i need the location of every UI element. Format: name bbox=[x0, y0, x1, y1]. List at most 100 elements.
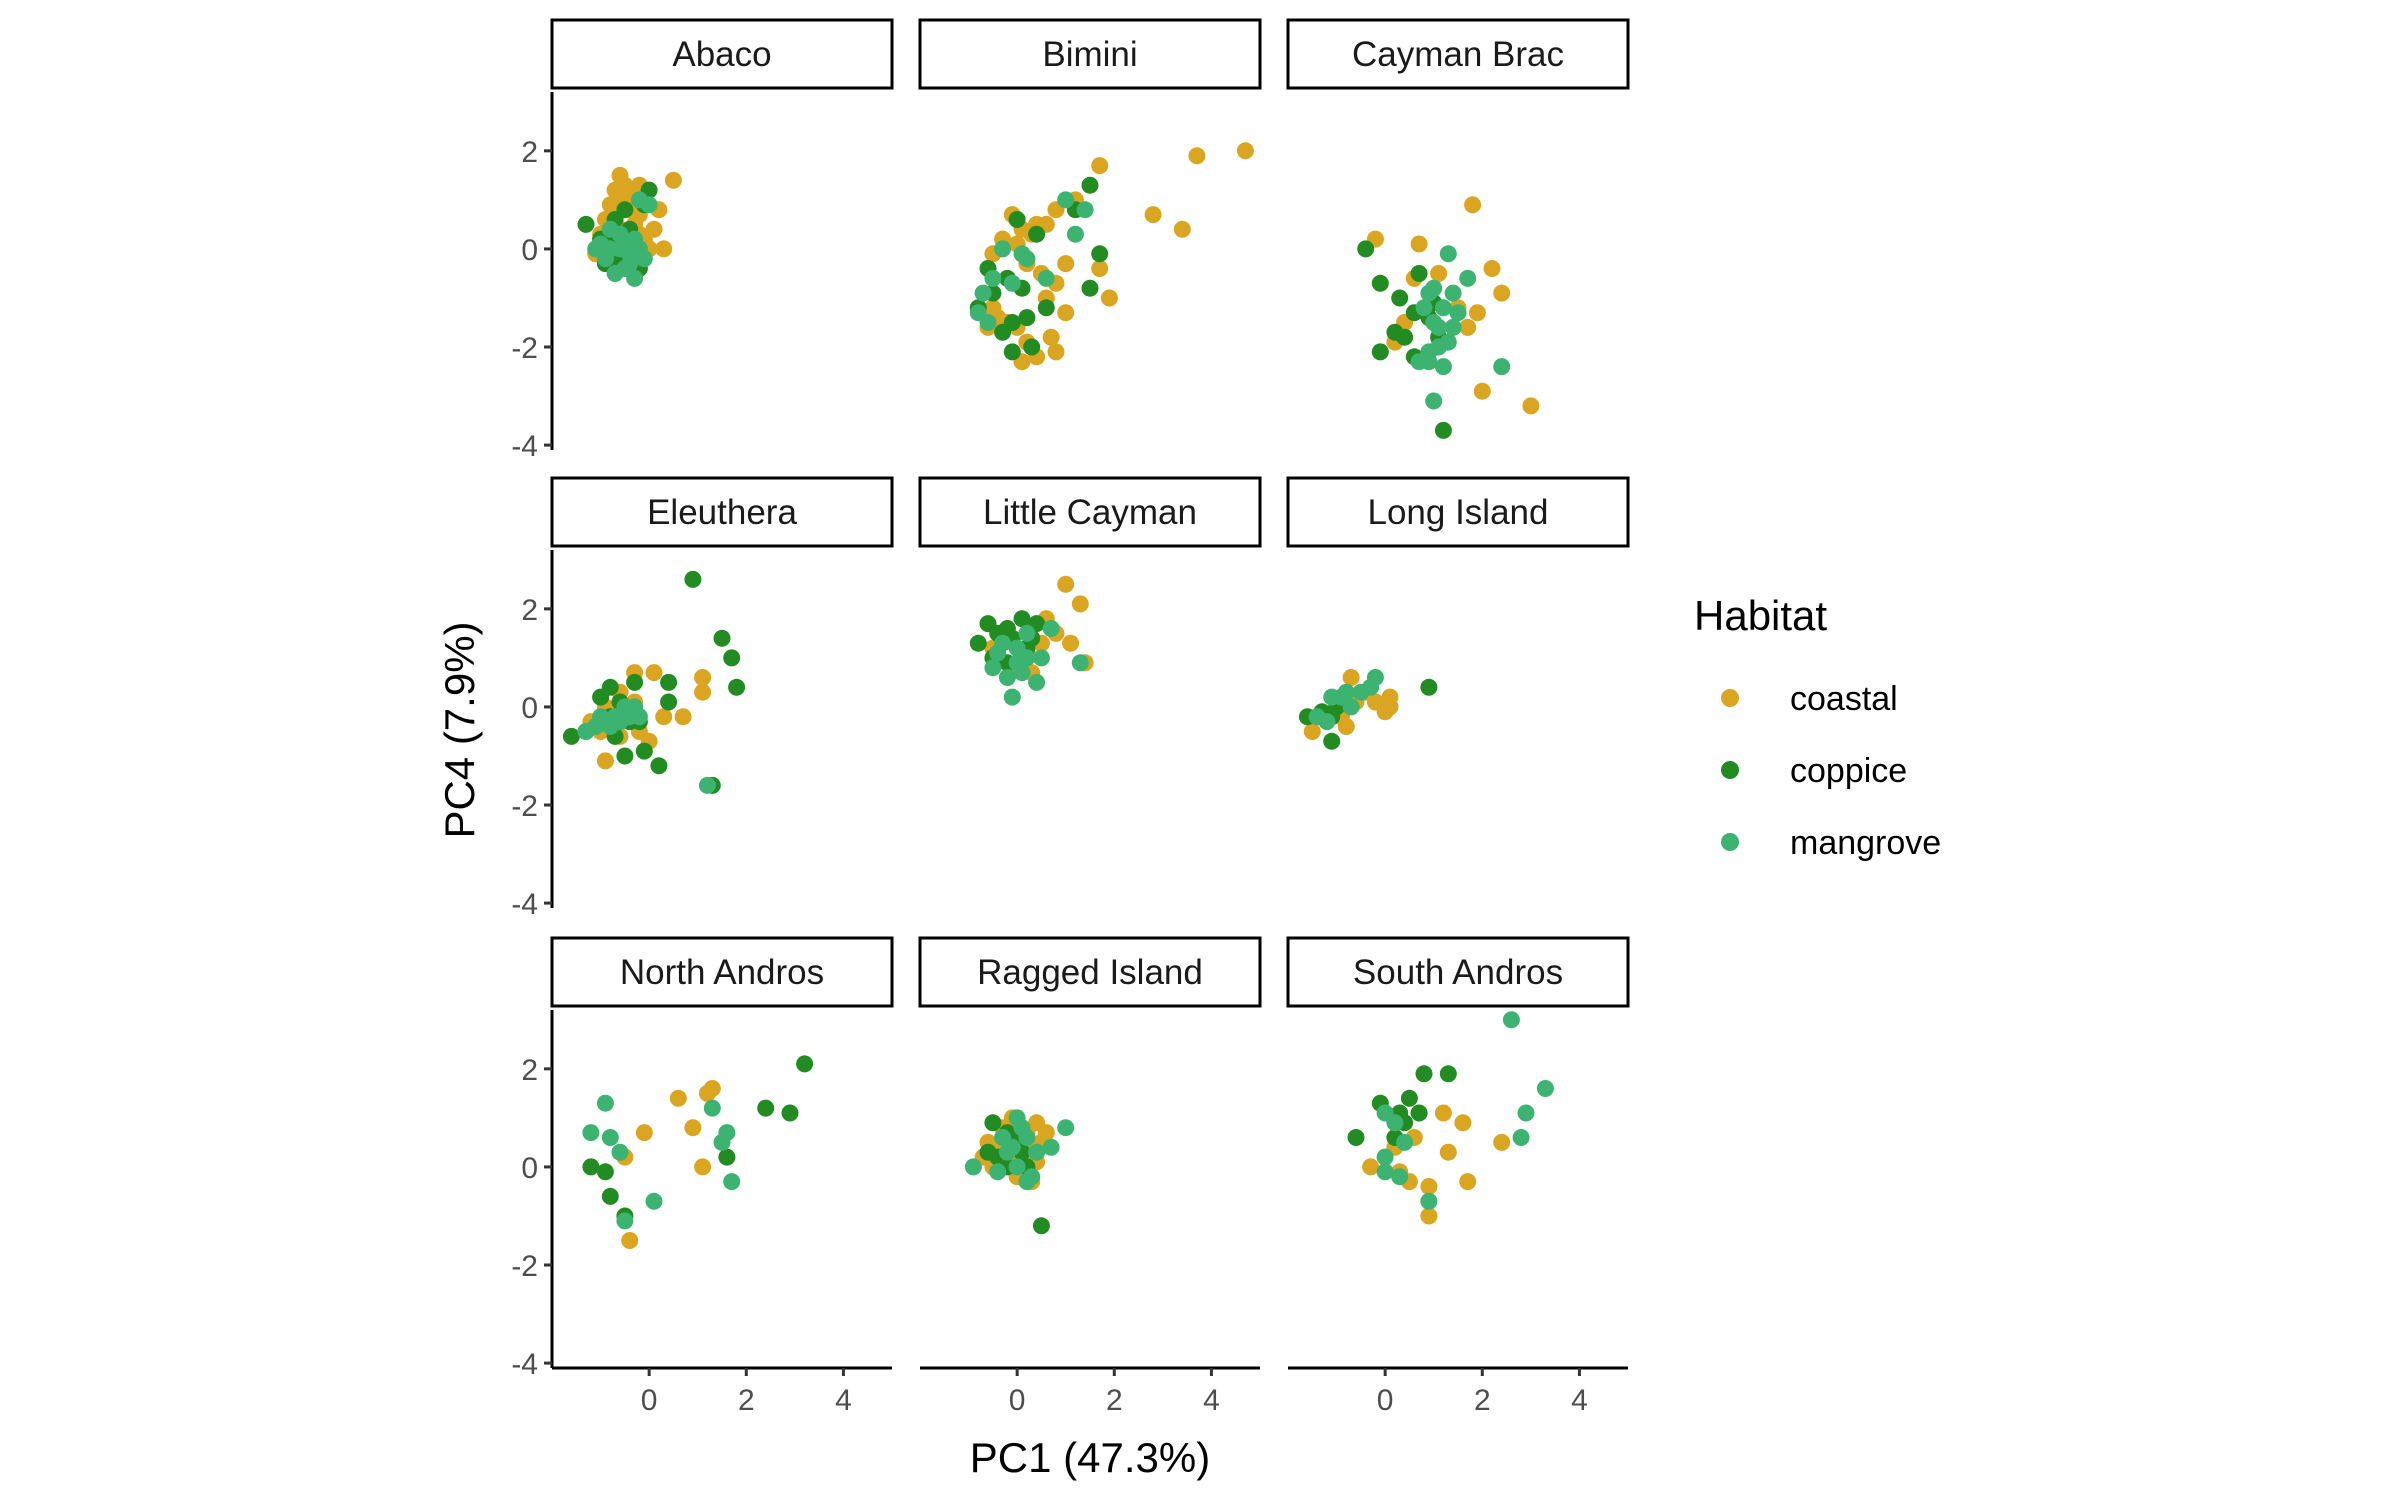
data-point-coppice bbox=[1415, 1065, 1433, 1083]
data-point-coastal bbox=[1430, 265, 1448, 282]
data-point-mangrove bbox=[645, 1192, 663, 1210]
y-tick-label: 0 bbox=[521, 234, 538, 267]
data-point-mangrove bbox=[1332, 688, 1350, 706]
facet-strip-label: Bimini bbox=[1042, 35, 1137, 74]
data-point-coastal bbox=[1362, 1158, 1380, 1176]
data-point-coastal bbox=[621, 1232, 639, 1249]
data-point-coppice bbox=[979, 1143, 997, 1161]
data-point-coastal bbox=[1522, 397, 1540, 415]
data-point-coppice bbox=[757, 1099, 775, 1117]
data-point-coastal bbox=[664, 171, 682, 189]
data-point-coastal bbox=[635, 1124, 653, 1142]
facet-panel: Ragged Island bbox=[918, 936, 1262, 1235]
y-tick-label: -4 bbox=[511, 888, 538, 921]
data-point-mangrove bbox=[1018, 250, 1036, 268]
data-point-coastal bbox=[655, 708, 673, 726]
legend-item-mangrove: mangrove bbox=[1721, 824, 1941, 862]
y-tick-label: 2 bbox=[521, 1054, 538, 1087]
data-point-coppice bbox=[1023, 338, 1041, 356]
data-point-coppice bbox=[994, 323, 1012, 341]
facet-strip bbox=[550, 476, 894, 548]
facet-strip-label: South Andros bbox=[1353, 953, 1563, 992]
facet-strip bbox=[918, 476, 1262, 548]
data-point-coastal bbox=[669, 1089, 687, 1107]
data-point-mangrove bbox=[1308, 708, 1326, 726]
data-point-coastal bbox=[1473, 382, 1491, 400]
data-point-coppice bbox=[660, 673, 678, 691]
facet-strip-label: Cayman Brac bbox=[1352, 35, 1564, 74]
data-point-coppice bbox=[660, 693, 678, 711]
data-point-mangrove bbox=[1536, 1080, 1554, 1097]
data-point-mangrove bbox=[1018, 624, 1036, 642]
data-point-coppice bbox=[650, 757, 668, 775]
y-tick-label: 0 bbox=[521, 692, 538, 725]
data-point-coastal bbox=[1091, 157, 1109, 175]
data-point-coastal bbox=[1493, 284, 1511, 302]
data-point-coppice bbox=[1013, 610, 1031, 628]
data-point-mangrove bbox=[1415, 299, 1433, 317]
data-point-coppice bbox=[1434, 421, 1452, 439]
axes: 2 0 -2 -4 2 0 -2 -4 2 0 -2 -4 0 2 4 0 2 4 0 2 4 bbox=[511, 92, 1628, 1417]
legend-label-mangrove: mangrove bbox=[1790, 824, 1941, 862]
legend-item-coastal: coastal bbox=[1721, 680, 1898, 718]
data-point-coastal bbox=[1381, 688, 1399, 706]
data-point-mangrove bbox=[1386, 1114, 1404, 1132]
data-point-mangrove bbox=[601, 220, 619, 238]
legend-swatch-coastal bbox=[1721, 689, 1739, 707]
data-point-coppice bbox=[684, 570, 702, 588]
data-point-coppice bbox=[1410, 265, 1428, 282]
data-point-coastal bbox=[1420, 1178, 1438, 1195]
data-point-coppice bbox=[1357, 240, 1375, 258]
data-point-coppice bbox=[616, 201, 634, 219]
data-point-coastal bbox=[684, 1119, 702, 1137]
data-point-mangrove bbox=[1003, 274, 1021, 292]
x-tick-label: 0 bbox=[1009, 1384, 1026, 1417]
data-point-mangrove bbox=[1459, 269, 1477, 287]
data-point-coppice bbox=[577, 215, 595, 233]
data-point-mangrove bbox=[723, 1173, 741, 1191]
y-axis-title: PC4 (7.9%) bbox=[436, 621, 483, 838]
data-point-mangrove bbox=[1076, 201, 1094, 219]
x-tick-label: 4 bbox=[1203, 1384, 1220, 1417]
data-point-mangrove bbox=[1420, 1192, 1438, 1210]
legend-swatch-mangrove bbox=[1721, 833, 1739, 851]
data-point-coppice bbox=[596, 1163, 614, 1181]
data-point-coastal bbox=[645, 664, 663, 682]
data-point-mangrove bbox=[1420, 343, 1438, 361]
data-point-coastal bbox=[694, 669, 712, 686]
data-point-mangrove bbox=[1057, 1119, 1075, 1137]
data-point-coppice bbox=[713, 629, 731, 647]
data-point-mangrove bbox=[1420, 284, 1438, 302]
facet-panel: North Andros bbox=[550, 936, 894, 1249]
data-point-mangrove bbox=[582, 1124, 600, 1142]
data-point-coppice bbox=[1003, 343, 1021, 361]
data-point-mangrove bbox=[1362, 678, 1380, 696]
data-point-coastal bbox=[1062, 634, 1080, 652]
data-point-mangrove bbox=[998, 669, 1016, 686]
facet-points bbox=[969, 575, 1094, 706]
facet-strip bbox=[550, 936, 894, 1008]
data-point-mangrove bbox=[577, 723, 595, 740]
data-point-coppice bbox=[1037, 299, 1055, 317]
data-point-coppice bbox=[1081, 279, 1099, 297]
data-point-mangrove bbox=[984, 659, 1002, 677]
data-point-mangrove bbox=[969, 304, 987, 322]
data-point-coppice bbox=[1081, 176, 1099, 194]
facet-panel: Cayman Brac bbox=[1286, 18, 1630, 439]
facet-points bbox=[1298, 669, 1438, 750]
data-point-coppice bbox=[1032, 1217, 1050, 1235]
data-point-mangrove bbox=[1444, 318, 1462, 336]
facet-points bbox=[582, 1055, 814, 1249]
facet-points bbox=[1347, 1011, 1554, 1225]
facet-strip bbox=[1286, 936, 1630, 1008]
data-point-coppice bbox=[796, 1055, 814, 1073]
data-point-coastal bbox=[703, 1080, 721, 1097]
data-point-mangrove bbox=[1391, 1168, 1409, 1186]
y-tick-label: 0 bbox=[521, 1152, 538, 1185]
data-point-mangrove bbox=[1032, 649, 1050, 667]
data-point-mangrove bbox=[587, 240, 605, 258]
facet-panel: Little Cayman bbox=[918, 476, 1262, 706]
y-tick-label: -4 bbox=[511, 430, 538, 463]
data-point-coastal bbox=[1057, 304, 1075, 322]
data-point-coppice bbox=[1410, 1104, 1428, 1122]
